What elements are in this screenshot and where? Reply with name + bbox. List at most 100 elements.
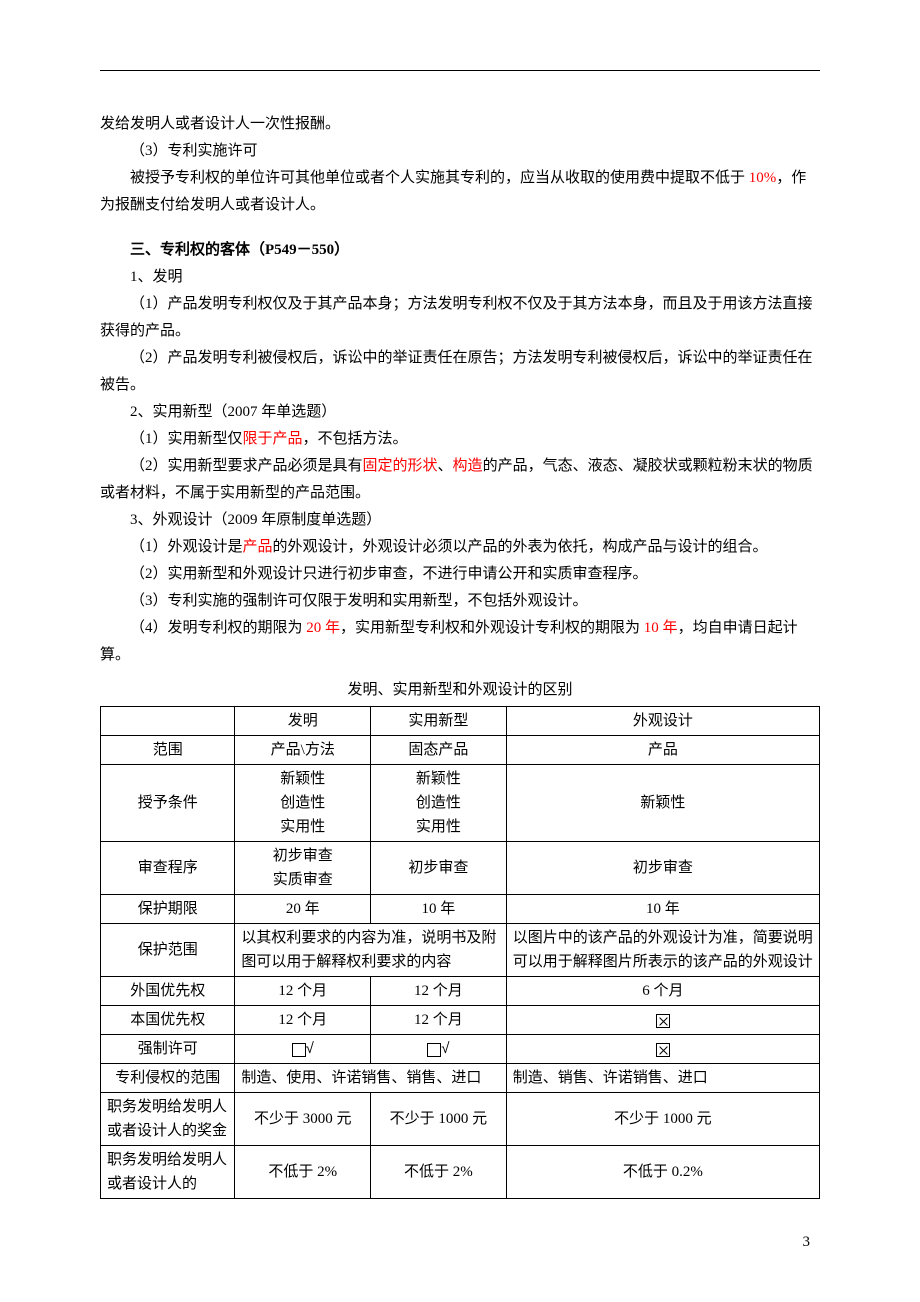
paragraph: 3、外观设计（2009 年原制度单选题） xyxy=(100,507,820,534)
table-cell: 不低于 2% xyxy=(371,1146,507,1199)
table-cell: 20 年 xyxy=(235,895,371,924)
text: （1）实用新型仅 xyxy=(130,431,243,447)
table-row: 保护范围 以其权利要求的内容为准，说明书及附图可以用于解释权利要求的内容 以图片… xyxy=(101,924,820,977)
table-cell: √ xyxy=(235,1035,371,1064)
table-cell: √ xyxy=(371,1035,507,1064)
paragraph: 1、发明 xyxy=(100,264,820,291)
comparison-table: 发明 实用新型 外观设计 范围 产品\方法 固态产品 产品 授予条件 新颖性 创… xyxy=(100,706,820,1199)
text: 被授予专利权的单位许可其他单位或者个人实施其专利的，应当从收取的使用费中提取不低… xyxy=(130,170,749,186)
table-row: 授予条件 新颖性 创造性 实用性 新颖性 创造性 实用性 新颖性 xyxy=(101,765,820,842)
table-cell: 强制许可 xyxy=(101,1035,235,1064)
check-icon: √ xyxy=(306,1040,314,1057)
table-cell: 本国优先权 xyxy=(101,1006,235,1035)
table-cell: 产品\方法 xyxy=(235,736,371,765)
highlight-text: 20 年 xyxy=(306,620,340,636)
table-cell: 新颖性 xyxy=(506,765,819,842)
table-cell: 产品 xyxy=(506,736,819,765)
table-cell: 10 年 xyxy=(506,895,819,924)
document-page: 发给发明人或者设计人一次性报酬。 （3）专利实施许可 被授予专利权的单位许可其他… xyxy=(100,70,820,1256)
table-row: 外国优先权 12 个月 12 个月 6 个月 xyxy=(101,977,820,1006)
table-cell: 保护范围 xyxy=(101,924,235,977)
checkbox-icon xyxy=(292,1043,306,1057)
paragraph: （1）外观设计是产品的外观设计，外观设计必须以产品的外表为依托，构成产品与设计的… xyxy=(100,534,820,561)
table-cell: 范围 xyxy=(101,736,235,765)
table-row: 审查程序 初步审查 实质审查 初步审查 初步审查 xyxy=(101,842,820,895)
table-row: 本国优先权 12 个月 12 个月 xyxy=(101,1006,820,1035)
paragraph: （3）专利实施的强制许可仅限于发明和实用新型，不包括外观设计。 xyxy=(100,588,820,615)
highlight-text: 限于产品 xyxy=(243,431,303,447)
checkbox-icon xyxy=(427,1043,441,1057)
highlight-text: 10 年 xyxy=(644,620,678,636)
highlight-text: 构造 xyxy=(453,458,483,474)
table-row: 保护期限 20 年 10 年 10 年 xyxy=(101,895,820,924)
table-cell: 职务发明给发明人或者设计人的 xyxy=(101,1146,235,1199)
table-cell: 制造、使用、许诺销售、销售、进口 xyxy=(235,1064,506,1093)
table-cell: 6 个月 xyxy=(506,977,819,1006)
table-cell: 初步审查 xyxy=(506,842,819,895)
text: （1）外观设计是 xyxy=(130,539,243,555)
table-cell: 职务发明给发明人或者设计人的奖金 xyxy=(101,1093,235,1146)
table-cell: 固态产品 xyxy=(371,736,507,765)
table-cell: 外观设计 xyxy=(506,707,819,736)
text: 、 xyxy=(438,458,453,474)
text: ，实用新型专利权和外观设计专利权的期限为 xyxy=(340,620,644,636)
table-row: 专利侵权的范围 制造、使用、许诺销售、销售、进口 制造、销售、许诺销售、进口 xyxy=(101,1064,820,1093)
table-cell: 实用新型 xyxy=(371,707,507,736)
paragraph: （3）专利实施许可 xyxy=(100,138,820,165)
paragraph: （2）实用新型要求产品必须是具有固定的形状、构造的产品，气态、液态、凝胶状或颗粒… xyxy=(100,453,820,507)
table-cell xyxy=(101,707,235,736)
paragraph: （4）发明专利权的期限为 20 年，实用新型专利权和外观设计专利权的期限为 10… xyxy=(100,615,820,669)
page-number: 3 xyxy=(100,1229,820,1256)
table-row: 发明 实用新型 外观设计 xyxy=(101,707,820,736)
table-cell: 12 个月 xyxy=(371,1006,507,1035)
paragraph: 被授予专利权的单位许可其他单位或者个人实施其专利的，应当从收取的使用费中提取不低… xyxy=(100,165,820,219)
text: （4）发明专利权的期限为 xyxy=(130,620,306,636)
paragraph: 发给发明人或者设计人一次性报酬。 xyxy=(100,111,820,138)
header-rule xyxy=(100,70,820,71)
table-cell: 授予条件 xyxy=(101,765,235,842)
table-cell: 不低于 2% xyxy=(235,1146,371,1199)
paragraph: （1）产品发明专利权仅及于其产品本身；方法发明专利权不仅及于其方法本身，而且及于… xyxy=(100,291,820,345)
table-cell: 新颖性 创造性 实用性 xyxy=(235,765,371,842)
highlight-text: 固定的形状 xyxy=(363,458,438,474)
text: ，不包括方法。 xyxy=(303,431,408,447)
table-cell: 专利侵权的范围 xyxy=(101,1064,235,1093)
table-cell: 审查程序 xyxy=(101,842,235,895)
table-cell: 12 个月 xyxy=(235,977,371,1006)
table-cell: 不少于 3000 元 xyxy=(235,1093,371,1146)
section-heading: 三、专利权的客体（P549－550） xyxy=(100,237,820,264)
cross-icon xyxy=(656,1014,670,1028)
table-cell: 以图片中的该产品的外观设计为准，简要说明可以用于解释图片所表示的该产品的外观设计 xyxy=(506,924,819,977)
paragraph: （1）实用新型仅限于产品，不包括方法。 xyxy=(100,426,820,453)
table-row: 强制许可 √ √ xyxy=(101,1035,820,1064)
table-row: 范围 产品\方法 固态产品 产品 xyxy=(101,736,820,765)
table-cell: 新颖性 创造性 实用性 xyxy=(371,765,507,842)
text: （2）实用新型要求产品必须是具有 xyxy=(130,458,363,474)
highlight-text: 产品 xyxy=(243,539,273,555)
paragraph: （2）实用新型和外观设计只进行初步审查，不进行申请公开和实质审查程序。 xyxy=(100,561,820,588)
table-cell: 不低于 0.2% xyxy=(506,1146,819,1199)
table-title: 发明、实用新型和外观设计的区别 xyxy=(100,677,820,704)
table-cell: 初步审查 xyxy=(371,842,507,895)
table-cell: 制造、销售、许诺销售、进口 xyxy=(506,1064,819,1093)
table-cell xyxy=(506,1035,819,1064)
table-cell: 发明 xyxy=(235,707,371,736)
table-cell: 初步审查 实质审查 xyxy=(235,842,371,895)
highlight-text: 10% xyxy=(749,170,777,186)
table-cell: 以其权利要求的内容为准，说明书及附图可以用于解释权利要求的内容 xyxy=(235,924,506,977)
paragraph: （2）产品发明专利被侵权后，诉讼中的举证责任在原告；方法发明专利被侵权后，诉讼中… xyxy=(100,345,820,399)
table-cell: 不少于 1000 元 xyxy=(371,1093,507,1146)
text: 的外观设计，外观设计必须以产品的外表为依托，构成产品与设计的组合。 xyxy=(273,539,768,555)
table-cell: 外国优先权 xyxy=(101,977,235,1006)
table-cell: 保护期限 xyxy=(101,895,235,924)
table-cell: 12 个月 xyxy=(371,977,507,1006)
cross-icon xyxy=(656,1043,670,1057)
table-cell: 10 年 xyxy=(371,895,507,924)
table-row: 职务发明给发明人或者设计人的奖金 不少于 3000 元 不少于 1000 元 不… xyxy=(101,1093,820,1146)
table-cell xyxy=(506,1006,819,1035)
table-cell: 12 个月 xyxy=(235,1006,371,1035)
table-row: 职务发明给发明人或者设计人的 不低于 2% 不低于 2% 不低于 0.2% xyxy=(101,1146,820,1199)
check-icon: √ xyxy=(441,1040,449,1057)
paragraph: 2、实用新型（2007 年单选题） xyxy=(100,399,820,426)
table-cell: 不少于 1000 元 xyxy=(506,1093,819,1146)
